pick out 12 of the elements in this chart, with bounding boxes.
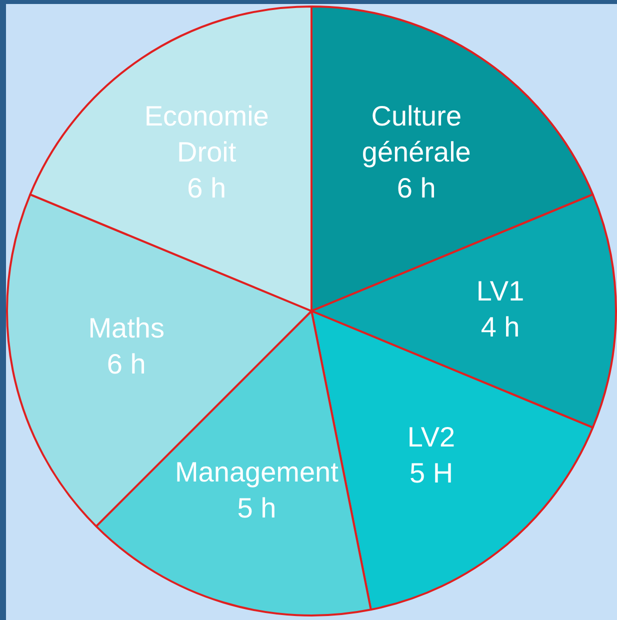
slice-label: LV1 [476, 276, 524, 307]
slice-label: Management [174, 456, 339, 488]
data-label: 6 h [396, 172, 436, 204]
data-label: 5 h [237, 492, 276, 524]
slice-label: Culture générale [362, 100, 471, 168]
slice-label: Economie Droit [144, 100, 269, 168]
data-label: 5 H [409, 458, 454, 489]
data-label: 4 h [480, 312, 520, 343]
slice-label: Maths [88, 312, 164, 344]
slice-label: LV2 [407, 422, 456, 453]
data-label: 6 h [187, 172, 226, 204]
data-label: 6 h [106, 348, 146, 380]
